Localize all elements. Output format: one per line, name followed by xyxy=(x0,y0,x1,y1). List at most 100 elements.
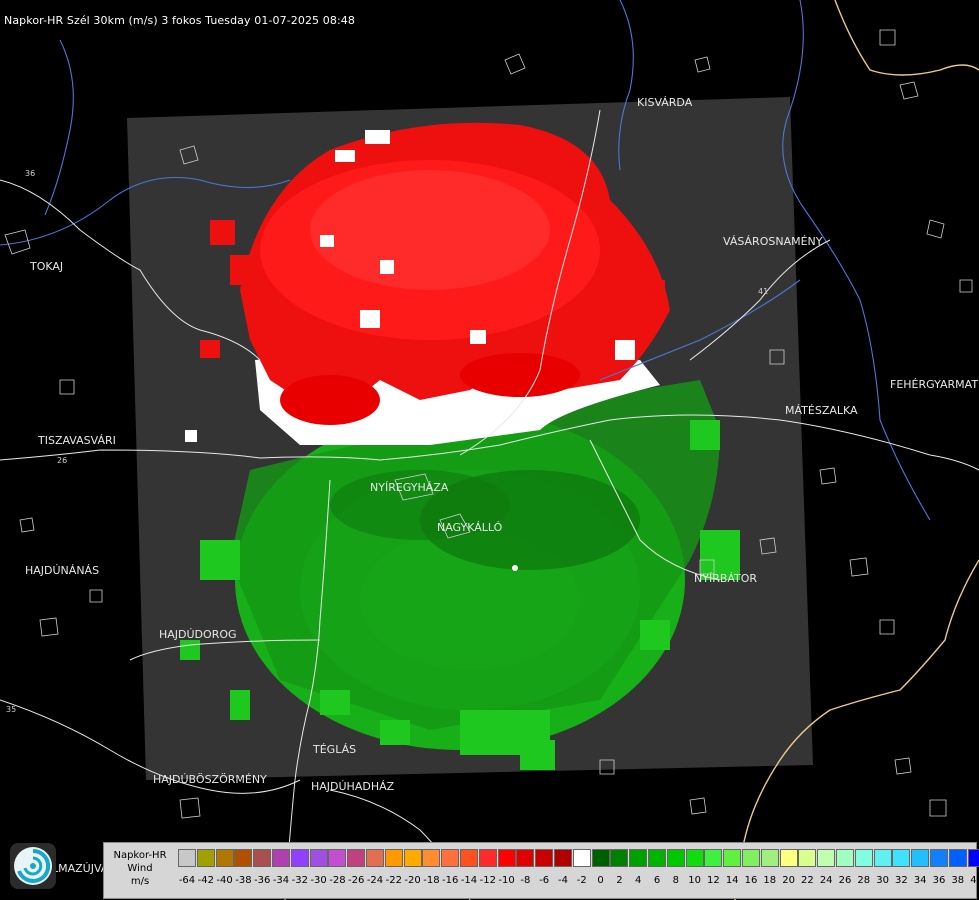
country-border xyxy=(734,0,979,900)
legend-swatch xyxy=(817,849,836,867)
legend-swatch xyxy=(967,849,979,867)
legend-swatch xyxy=(723,849,742,867)
legend-swatch xyxy=(272,849,290,867)
legend-swatch xyxy=(892,849,911,867)
legend-tick-label: 8 xyxy=(672,875,679,886)
legend-tick-label: -32 xyxy=(291,875,308,886)
legend-tick-label: -42 xyxy=(197,875,214,886)
legend-swatch xyxy=(403,849,422,867)
legend-tick-label: 22 xyxy=(801,875,814,886)
legend-swatch xyxy=(854,849,873,867)
legend-tick-label: -30 xyxy=(310,875,327,886)
legend-swatch xyxy=(366,849,384,867)
legend-tick-label: -10 xyxy=(498,875,515,886)
legend-tick-label: -2 xyxy=(576,875,587,886)
legend-tick-label: -26 xyxy=(348,875,365,886)
city-label-vasarosnameny: VÁSÁROSNAMÉNY xyxy=(723,235,823,248)
city-label-hajduboszormeny: HAJDÚBÖSZÖRMÉNY xyxy=(153,773,267,786)
legend-tick-label: 32 xyxy=(895,875,908,886)
legend-swatch xyxy=(422,849,441,867)
legend-tick-label: 24 xyxy=(819,875,833,886)
legend-tick-label: 12 xyxy=(707,875,720,886)
legend-swatch xyxy=(685,849,704,867)
legend-quantity: Wind xyxy=(127,863,153,874)
legend-tick-label: -16 xyxy=(442,875,459,886)
city-label-fehergyarmat: FEHÉRGYARMAT xyxy=(890,378,979,391)
legend-swatch xyxy=(666,849,685,867)
legend-swatch xyxy=(948,849,967,867)
city-label-tokaj: TOKAJ xyxy=(30,260,64,273)
radar-echoes xyxy=(180,122,740,770)
legend-swatch xyxy=(535,849,554,867)
legend-tick-label: 0 xyxy=(597,875,604,886)
legend-tick-label: 38 xyxy=(951,875,965,886)
legend-swatch xyxy=(572,849,591,867)
city-label-hajdudorog: HAJDÚDOROG xyxy=(159,628,237,641)
legend-swatch xyxy=(742,849,760,867)
city-label-mateszalka: MÁTÉSZALKA xyxy=(785,404,858,417)
legend-tick-label: 2 xyxy=(616,875,623,886)
legend-swatch xyxy=(290,849,309,867)
legend-tick-label: -18 xyxy=(423,875,440,886)
roads xyxy=(0,109,979,900)
legend-swatch xyxy=(779,849,798,867)
legend-tick-label: -64 xyxy=(178,875,196,886)
legend-swatch xyxy=(347,849,366,867)
legend-swatch xyxy=(478,849,497,867)
legend-swatch xyxy=(760,849,779,867)
legend-swatch xyxy=(591,849,610,867)
map-title: Napkor-HR Szél 30km (m/s) 3 fokos Tuesda… xyxy=(4,14,355,27)
legend-tick-label: -14 xyxy=(460,875,478,886)
legend-tick-label: 34 xyxy=(913,875,927,886)
legend-tick-label: -6 xyxy=(539,875,550,886)
legend-tick-label: 28 xyxy=(857,875,871,886)
legend-tick-label: 4 xyxy=(635,875,642,886)
legend-tick-label: 26 xyxy=(838,875,852,886)
legend-tick-label: -38 xyxy=(235,875,252,886)
napkor-logo xyxy=(10,843,56,889)
legend-swatch xyxy=(178,849,196,867)
legend-swatch xyxy=(911,849,930,867)
legend-swatch xyxy=(384,849,403,867)
settlement-outlines xyxy=(4,29,973,819)
road-number-26: 26 xyxy=(57,456,67,465)
legend-swatch xyxy=(516,849,535,867)
legend-tick-label: -4 xyxy=(558,875,568,886)
legend-tick-label: -12 xyxy=(479,875,496,886)
legend-tick-label: 10 xyxy=(688,875,701,886)
legend-swatch xyxy=(930,849,948,867)
legend-tick-label: 36 xyxy=(932,875,946,886)
legend-tick-label: -28 xyxy=(329,875,346,886)
legend-tick-label: 16 xyxy=(744,875,758,886)
legend-swatch xyxy=(629,849,648,867)
city-label-kisvarda: KISVÁRDA xyxy=(637,96,693,109)
legend-tick-label: 6 xyxy=(653,875,661,886)
legend-tick-label: -40 xyxy=(216,875,233,886)
legend-swatch xyxy=(648,849,666,867)
city-label-hajdunanas: HAJDÚNÁNÁS xyxy=(25,564,100,577)
legend-swatch xyxy=(704,849,723,867)
road-number-35: 35 xyxy=(6,705,16,714)
legend-source: Napkor-HR xyxy=(113,850,167,861)
legend-unit: m/s xyxy=(130,876,150,887)
legend-tick-label: -22 xyxy=(385,875,402,886)
legend-swatch xyxy=(253,849,272,867)
legend-tick-label: -34 xyxy=(272,875,290,886)
legend-swatch xyxy=(554,849,572,867)
legend-title: Napkor-HR Wind m/s xyxy=(104,849,176,888)
swirl-logo-icon xyxy=(14,847,52,885)
legend-tick-label: 18 xyxy=(763,875,777,886)
legend-swatch xyxy=(196,849,215,867)
legend-tick-label: -20 xyxy=(404,875,421,886)
legend-swatch xyxy=(309,849,328,867)
legend-swatch xyxy=(873,849,892,867)
legend-tick-label: -24 xyxy=(366,875,384,886)
legend-tick-label: 30 xyxy=(876,875,889,886)
legend-tick-label: 40 xyxy=(970,875,979,886)
legend-tick-label: 20 xyxy=(782,875,795,886)
radar-site-marker xyxy=(512,565,518,571)
legend-tick-label: 14 xyxy=(725,875,739,886)
legend-swatch xyxy=(836,849,854,867)
city-label-nyiregyhaza: NYÍREGYHÁZA xyxy=(370,481,449,494)
